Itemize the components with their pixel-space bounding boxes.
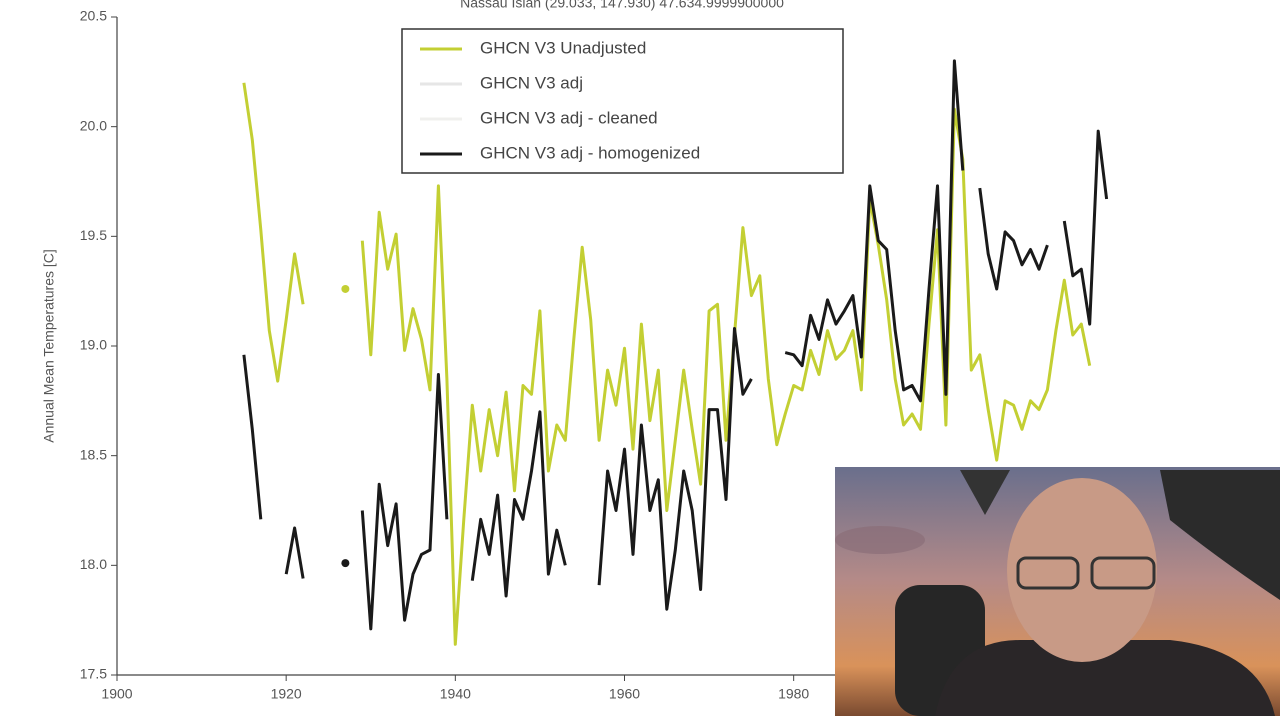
x-tick-label: 1920	[271, 686, 302, 702]
webcam-overlay	[835, 467, 1280, 716]
y-tick-label: 19.5	[80, 227, 107, 243]
series-line	[284, 526, 305, 579]
y-tick-label: 19.0	[80, 337, 107, 353]
series-line	[597, 327, 753, 611]
legend-label: GHCN V3 adj - homogenized	[480, 143, 700, 162]
legend: GHCN V3 Unadjusted GHCN V3 adj GHCN V3 adj…	[401, 28, 844, 174]
x-tick-label: 1900	[101, 686, 132, 702]
face	[1007, 478, 1157, 662]
series-line	[978, 187, 1049, 291]
legend-label: GHCN V3 adj	[480, 73, 583, 92]
legend-box	[401, 28, 844, 174]
legend-label: GHCN V3 adj - cleaned	[480, 108, 658, 127]
shoulders	[935, 640, 1275, 716]
data-point	[341, 284, 350, 293]
series-line	[360, 107, 1092, 646]
series-line	[242, 354, 263, 520]
chart-title: Nassau Islan (29.033, 147.930) 47.634.99…	[460, 0, 784, 11]
series-line	[1062, 129, 1109, 326]
y-tick-label: 18.5	[80, 446, 107, 462]
y-tick-label: 20.0	[80, 117, 107, 133]
series-line	[784, 59, 965, 403]
glasses	[1016, 556, 1080, 590]
data-point	[341, 559, 350, 568]
y-tick-label: 20.5	[80, 8, 107, 24]
y-tick-label: 18.0	[80, 556, 107, 572]
series-line	[242, 82, 305, 383]
glasses	[1090, 556, 1156, 590]
cloud	[835, 526, 925, 554]
plot-area: 17.5 18.0 18.5 19.0 19.5 20.0 20.5 1900 1920 1940…	[80, 8, 1132, 702]
palm-leaves	[960, 470, 1010, 515]
x-tick-label: 1940	[440, 686, 471, 702]
legend-label: GHCN V3 Unadjusted	[480, 38, 646, 57]
palm-leaves	[1160, 470, 1280, 600]
series-line	[470, 410, 567, 598]
y-tick-label: 17.5	[80, 666, 107, 682]
x-tick-label: 1960	[609, 686, 640, 702]
x-tick-label: 1980	[778, 686, 809, 702]
series-line	[360, 373, 449, 631]
y-axis-label: Annual Mean Temperatures [C]	[41, 249, 57, 443]
